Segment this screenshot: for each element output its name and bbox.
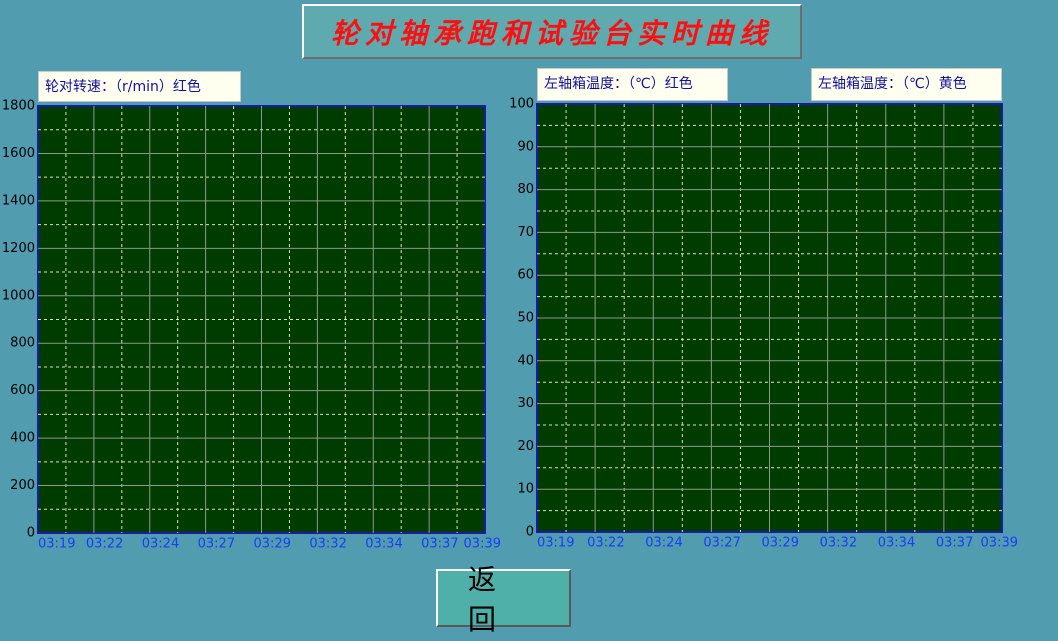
x-tick-label: 03:19 <box>537 536 574 551</box>
y-tick-label: 60 <box>517 268 534 283</box>
x-tick-label: 03:22 <box>86 537 123 552</box>
y-tick-label: 600 <box>10 383 35 398</box>
y-tick-label: 80 <box>517 182 534 197</box>
x-tick-label: 03:27 <box>703 536 740 551</box>
x-tick-label: 03:24 <box>142 537 179 552</box>
y-tick-label: 0 <box>27 526 35 541</box>
y-tick-label: 90 <box>517 139 534 154</box>
y-tick-label: 20 <box>517 439 534 454</box>
x-tick-label: 03:19 <box>38 537 75 552</box>
back-button[interactable]: 返 回 <box>436 563 571 636</box>
title: 轮对轴承跑和试验台实时曲线 <box>330 16 773 50</box>
y-tick-label: 50 <box>517 311 534 326</box>
x-tick-label: 03:37 <box>936 536 973 551</box>
y-tick-label: 1400 <box>2 193 35 208</box>
x-tick-label: 03:39 <box>981 536 1018 551</box>
legend-entry: 左轴箱温度：（℃）红色 <box>537 68 728 101</box>
x-tick-label: 03:34 <box>365 537 402 552</box>
legend-entry: 轮对转速：（r/min）红色 <box>38 71 241 102</box>
y-tick-label: 1000 <box>2 288 35 303</box>
y-tick-label: 40 <box>517 353 534 368</box>
y-tick-label: 800 <box>10 336 35 351</box>
y-tick-label: 1800 <box>2 99 35 114</box>
x-tick-label: 03:29 <box>254 537 291 552</box>
y-tick-label: 100 <box>509 97 534 112</box>
x-tick-label: 03:34 <box>878 536 915 551</box>
x-tick-label: 03:37 <box>421 537 458 552</box>
x-tick-label: 03:32 <box>309 537 346 552</box>
y-tick-label: 1600 <box>2 146 35 161</box>
y-tick-label: 400 <box>10 431 35 446</box>
x-tick-label: 03:32 <box>820 536 857 551</box>
x-tick-label: 03:24 <box>645 536 682 551</box>
x-tick-label: 03:27 <box>198 537 235 552</box>
y-tick-label: 0 <box>526 525 534 540</box>
y-tick-label: 200 <box>10 478 35 493</box>
y-tick-label: 70 <box>517 225 534 240</box>
title-box: 轮对轴承跑和试验台实时曲线 <box>302 4 802 59</box>
legend-entry: 左轴箱温度：（℃）黄色 <box>811 68 1002 101</box>
x-tick-label: 03:29 <box>762 536 799 551</box>
y-tick-label: 10 <box>517 482 534 497</box>
y-tick-label: 30 <box>517 396 534 411</box>
x-tick-label: 03:39 <box>464 537 501 552</box>
y-tick-label: 1200 <box>2 241 35 256</box>
x-tick-label: 03:22 <box>587 536 624 551</box>
